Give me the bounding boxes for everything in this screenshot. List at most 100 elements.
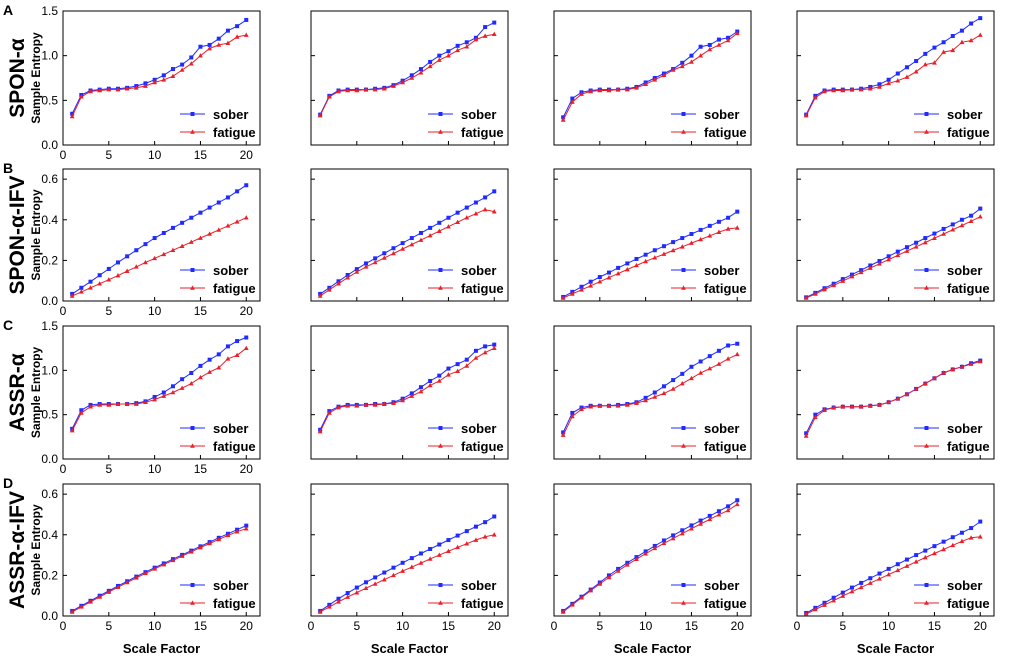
data-point-sober xyxy=(895,71,900,76)
data-point-fatigue xyxy=(597,87,603,93)
data-point-fatigue xyxy=(326,287,332,292)
data-point-sober xyxy=(363,261,368,266)
panel-letter: D xyxy=(3,475,13,491)
x-tick-label: 20 xyxy=(240,462,254,476)
y-axis-label: Sample Entropy xyxy=(29,32,43,124)
row-title: SPON-α-IFV xyxy=(6,175,29,294)
data-point-fatigue xyxy=(959,364,965,369)
data-point-fatigue xyxy=(491,31,497,37)
data-point-sober xyxy=(373,575,378,580)
x-tick-label: 5 xyxy=(105,148,112,162)
series-line-sober xyxy=(805,17,981,115)
data-point-fatigue xyxy=(579,595,584,600)
data-point-sober xyxy=(840,590,845,595)
legend-label-fatigue: fatigue xyxy=(947,281,990,296)
data-point-sober xyxy=(904,65,909,70)
plot-frame xyxy=(310,10,509,146)
data-point-fatigue xyxy=(725,356,731,361)
data-point-sober xyxy=(716,219,721,224)
data-point-fatigue xyxy=(97,594,103,599)
data-point-sober xyxy=(831,595,836,600)
x-tick-label: 5 xyxy=(105,619,112,633)
data-point-sober xyxy=(464,357,469,362)
data-point-fatigue xyxy=(977,534,983,539)
series-line-sober xyxy=(71,19,247,114)
data-point-fatigue xyxy=(124,401,130,406)
data-point-sober xyxy=(143,242,148,247)
data-point-fatigue xyxy=(133,85,139,90)
data-point-fatigue xyxy=(345,87,351,93)
data-point-fatigue xyxy=(569,413,575,419)
data-point-fatigue xyxy=(188,381,194,386)
data-point-sober xyxy=(216,36,221,41)
x-tick-label: 5 xyxy=(596,619,603,633)
data-point-fatigue xyxy=(895,567,901,573)
data-point-sober xyxy=(97,273,102,278)
data-point-sober xyxy=(455,43,460,48)
data-point-fatigue xyxy=(234,352,240,358)
x-tick-label: 10 xyxy=(639,619,653,633)
data-point-sober xyxy=(707,223,712,228)
data-point-fatigue xyxy=(588,404,594,409)
data-point-fatigue xyxy=(689,375,694,381)
data-point-sober xyxy=(437,220,442,225)
data-point-sober xyxy=(726,35,731,40)
legend-label-fatigue: fatigue xyxy=(947,125,990,140)
data-point-fatigue xyxy=(446,372,451,377)
data-point-fatigue xyxy=(446,53,451,58)
x-axis-label: Scale Factor xyxy=(614,641,691,656)
y-tick-label: 0.0 xyxy=(41,609,58,623)
data-point-fatigue xyxy=(455,368,461,374)
data-point-fatigue xyxy=(170,73,176,79)
data-point-fatigue xyxy=(225,532,231,538)
data-point-fatigue xyxy=(225,40,231,45)
legend-marker-fatigue xyxy=(190,443,195,448)
legend-label-fatigue: fatigue xyxy=(213,439,256,454)
data-point-sober xyxy=(345,273,350,278)
data-point-fatigue xyxy=(78,604,84,609)
data-point-fatigue xyxy=(97,402,103,407)
legend-marker-sober xyxy=(681,268,686,272)
data-point-fatigue xyxy=(354,403,360,408)
data-point-fatigue xyxy=(725,507,731,513)
panel-r2-c0: 0 5 10 15 20 0.0 0.5 1.0 1.5 sober fatigue xyxy=(41,319,261,476)
legend-label-fatigue: fatigue xyxy=(704,596,747,611)
data-point-fatigue xyxy=(207,231,213,236)
data-point-fatigue xyxy=(115,273,121,278)
plot-frame xyxy=(553,325,752,460)
data-point-fatigue xyxy=(391,572,396,578)
data-point-sober xyxy=(680,528,685,533)
data-point-sober xyxy=(437,542,442,547)
data-point-sober xyxy=(707,354,712,359)
data-point-sober xyxy=(932,45,937,50)
data-point-sober xyxy=(950,222,955,227)
data-point-fatigue xyxy=(243,345,249,350)
data-point-sober xyxy=(88,279,93,284)
data-point-fatigue xyxy=(725,226,731,231)
data-point-sober xyxy=(643,252,648,257)
data-point-fatigue xyxy=(922,62,928,67)
data-point-sober xyxy=(483,25,488,30)
plot-frame xyxy=(796,168,995,302)
y-tick-label: 0.5 xyxy=(41,408,58,422)
x-tick-label: 0 xyxy=(60,148,67,162)
data-point-fatigue xyxy=(427,63,433,69)
x-tick-label: 0 xyxy=(551,619,558,633)
x-tick-label: 10 xyxy=(882,619,896,633)
data-point-fatigue xyxy=(345,594,351,599)
data-point-fatigue xyxy=(652,394,658,399)
data-point-sober xyxy=(473,348,478,353)
data-point-sober xyxy=(661,244,666,249)
data-point-sober xyxy=(941,226,946,231)
plot-frame xyxy=(796,325,995,460)
data-point-sober xyxy=(180,377,185,382)
data-point-fatigue xyxy=(491,345,497,350)
data-point-fatigue xyxy=(959,39,965,45)
data-point-fatigue xyxy=(179,385,185,390)
data-point-fatigue xyxy=(606,403,612,408)
panel-r1-c0: 0 5 10 15 20 0.0 0.2 0.4 0.6 sober fatigue xyxy=(41,168,261,318)
data-point-fatigue xyxy=(812,291,818,296)
legend-marker-sober xyxy=(438,583,443,587)
data-point-fatigue xyxy=(188,549,194,554)
